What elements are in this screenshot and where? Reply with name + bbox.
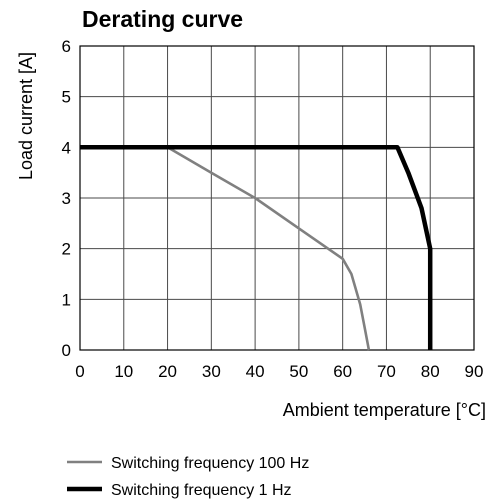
x-axis-label: Ambient temperature [°C] xyxy=(283,400,486,420)
x-tick-label: 10 xyxy=(114,362,133,381)
series-line-2 xyxy=(80,145,433,350)
series-layer xyxy=(80,145,433,351)
legend-label-2: Switching frequency 1 Hz xyxy=(111,482,292,499)
y-axis-label: Load current [A] xyxy=(16,52,36,180)
series-line-1 xyxy=(80,146,371,351)
x-tick-label: 20 xyxy=(158,362,177,381)
x-tick-label: 90 xyxy=(465,362,484,381)
y-tick-label: 3 xyxy=(62,189,71,208)
x-tick-label: 50 xyxy=(289,362,308,381)
x-tick-label: 40 xyxy=(246,362,265,381)
x-tick-label: 0 xyxy=(75,362,84,381)
legend: Switching frequency 100 Hz Switching freq… xyxy=(67,455,309,499)
grid xyxy=(79,45,475,351)
chart-title: Derating curve xyxy=(82,6,243,32)
plot-frame xyxy=(79,45,475,351)
y-tick-label: 0 xyxy=(62,341,71,360)
y-tick-label: 4 xyxy=(62,138,71,157)
y-tick-label: 6 xyxy=(62,37,71,56)
x-tick-label: 70 xyxy=(377,362,396,381)
x-tick-labels: 0 10 20 30 40 50 60 70 80 90 xyxy=(75,362,483,381)
y-tick-label: 2 xyxy=(62,240,71,259)
legend-label-1: Switching frequency 100 Hz xyxy=(111,455,309,472)
x-tick-label: 80 xyxy=(421,362,440,381)
x-tick-label: 30 xyxy=(202,362,221,381)
y-tick-label: 5 xyxy=(62,88,71,107)
y-tick-label: 1 xyxy=(62,290,71,309)
x-tick-label: 60 xyxy=(333,362,352,381)
y-tick-labels: 0 1 2 3 4 5 6 xyxy=(62,37,71,360)
